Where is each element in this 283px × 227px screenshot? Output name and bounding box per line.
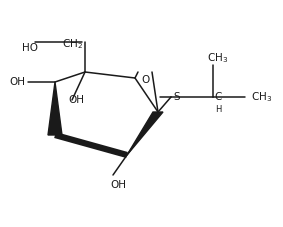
Text: CH$_3$: CH$_3$ xyxy=(251,90,273,104)
Text: HO: HO xyxy=(22,43,38,53)
Text: CH$_3$: CH$_3$ xyxy=(207,51,229,65)
Polygon shape xyxy=(48,82,62,135)
Polygon shape xyxy=(127,112,163,155)
Text: H: H xyxy=(215,106,221,114)
Text: OH: OH xyxy=(68,95,84,105)
Text: C: C xyxy=(214,92,222,102)
Text: OH: OH xyxy=(9,77,25,87)
Text: CH$_2$: CH$_2$ xyxy=(62,37,83,51)
Text: S: S xyxy=(174,92,180,102)
Text: OH: OH xyxy=(110,180,126,190)
Text: O: O xyxy=(141,75,149,85)
